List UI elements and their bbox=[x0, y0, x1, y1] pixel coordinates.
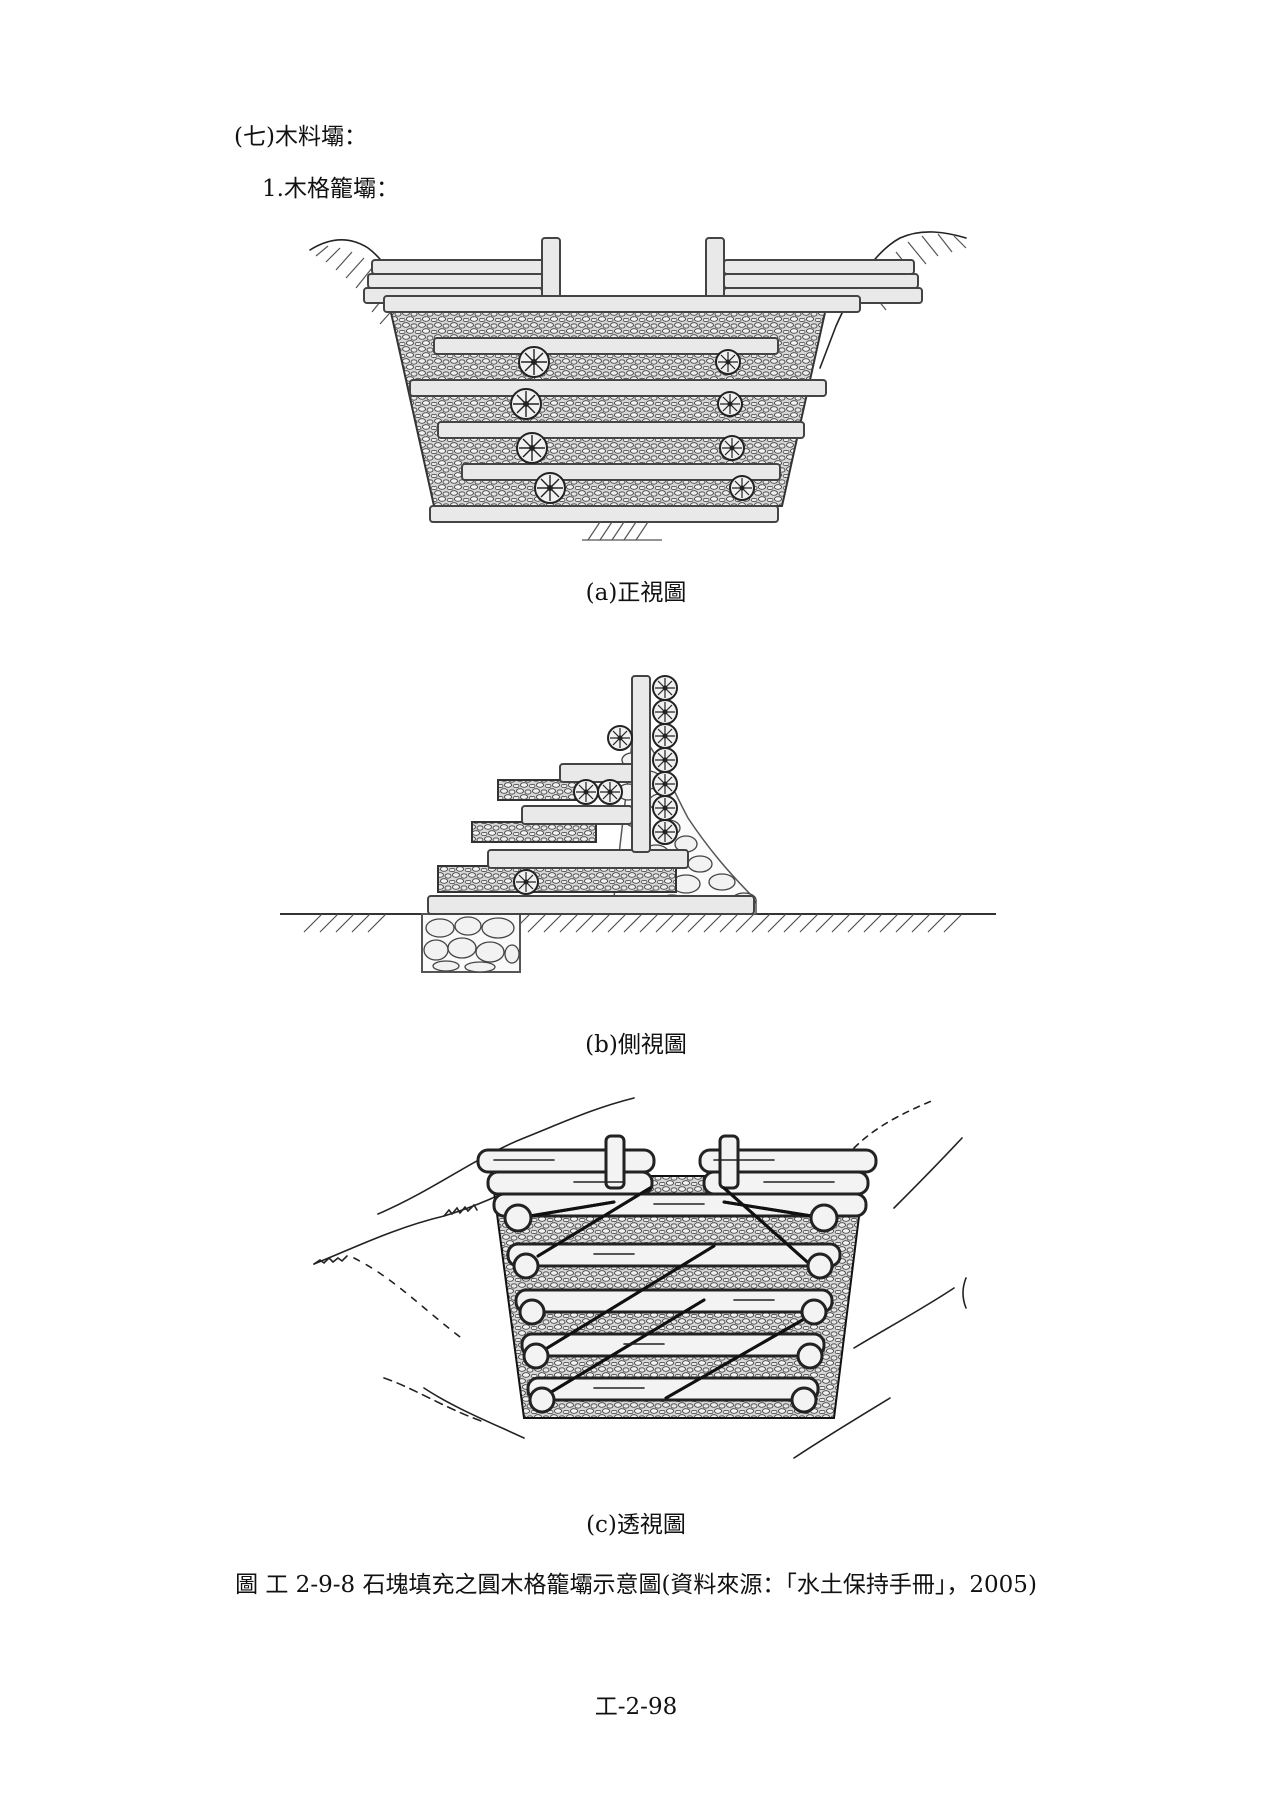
perspective-view-caption: (c)透視圖 bbox=[586, 1512, 686, 1538]
page-number: 工-2-98 bbox=[594, 1694, 678, 1720]
front-view-caption: (a)正視圖 bbox=[585, 580, 687, 606]
figure-caption: 圖 工 2-9-8 石塊填充之圓木格籠壩示意圖(資料來源：「水土保持手冊」，20… bbox=[235, 1572, 1037, 1598]
section-heading: (七)木料壩： bbox=[234, 124, 367, 150]
side-view-caption: (b)側視圖 bbox=[585, 1032, 687, 1058]
subsection-heading: 1.木格籠壩： bbox=[262, 176, 399, 202]
side-view-diagram bbox=[280, 675, 996, 973]
front-view-diagram bbox=[309, 231, 967, 541]
perspective-view-drawing bbox=[313, 1097, 967, 1459]
